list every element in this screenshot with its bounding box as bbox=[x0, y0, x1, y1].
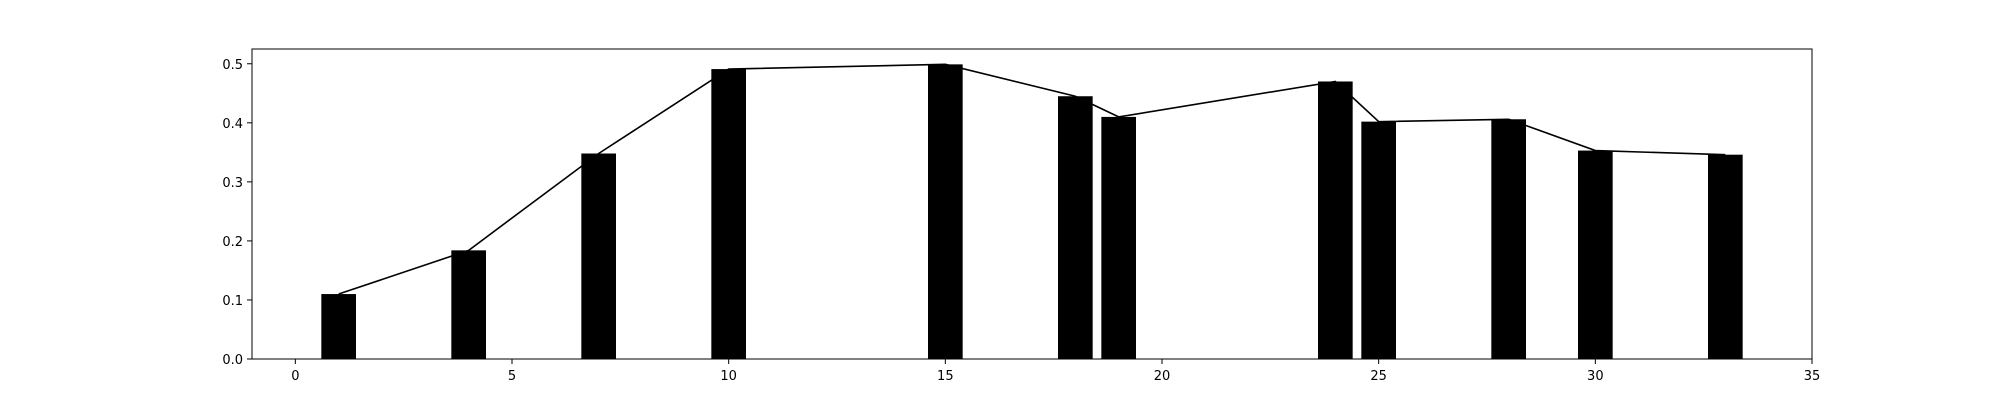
bar bbox=[1361, 121, 1396, 359]
y-tick-label: 0.0 bbox=[222, 353, 243, 368]
bar bbox=[1708, 154, 1743, 359]
bar bbox=[1491, 119, 1526, 360]
x-tick-label: 20 bbox=[1154, 369, 1171, 384]
bar bbox=[711, 69, 746, 360]
x-tick-label: 15 bbox=[937, 369, 954, 384]
bar bbox=[581, 153, 616, 359]
bar bbox=[321, 294, 356, 359]
y-tick-label: 0.3 bbox=[222, 176, 243, 191]
x-tick-label: 35 bbox=[1804, 369, 1821, 384]
line-group bbox=[338, 63, 1726, 295]
bar bbox=[1318, 81, 1353, 359]
axes-frame bbox=[251, 48, 1813, 360]
bar bbox=[1578, 150, 1613, 359]
bar bbox=[1101, 116, 1136, 360]
y-tick-label: 0.5 bbox=[222, 58, 243, 73]
x-tick-label: 5 bbox=[508, 369, 516, 384]
y-tick-label: 0.2 bbox=[222, 235, 243, 250]
y-axis-ticks: 0.0 0.1 0.2 0.3 0.4 0.5 bbox=[222, 58, 252, 368]
x-axis-ticks: 0 5 10 15 20 25 30 35 bbox=[291, 359, 1820, 384]
series-line bbox=[338, 63, 1726, 295]
x-tick-label: 10 bbox=[720, 369, 737, 384]
x-tick-label: 25 bbox=[1370, 369, 1387, 384]
x-tick-label: 30 bbox=[1587, 369, 1604, 384]
bar bbox=[1058, 96, 1093, 359]
bar bbox=[451, 250, 486, 359]
y-tick-label: 0.4 bbox=[222, 117, 243, 132]
y-tick-label: 0.1 bbox=[222, 294, 243, 309]
bars-group bbox=[321, 64, 1743, 360]
bar bbox=[928, 64, 963, 359]
x-tick-label: 0 bbox=[291, 369, 299, 384]
